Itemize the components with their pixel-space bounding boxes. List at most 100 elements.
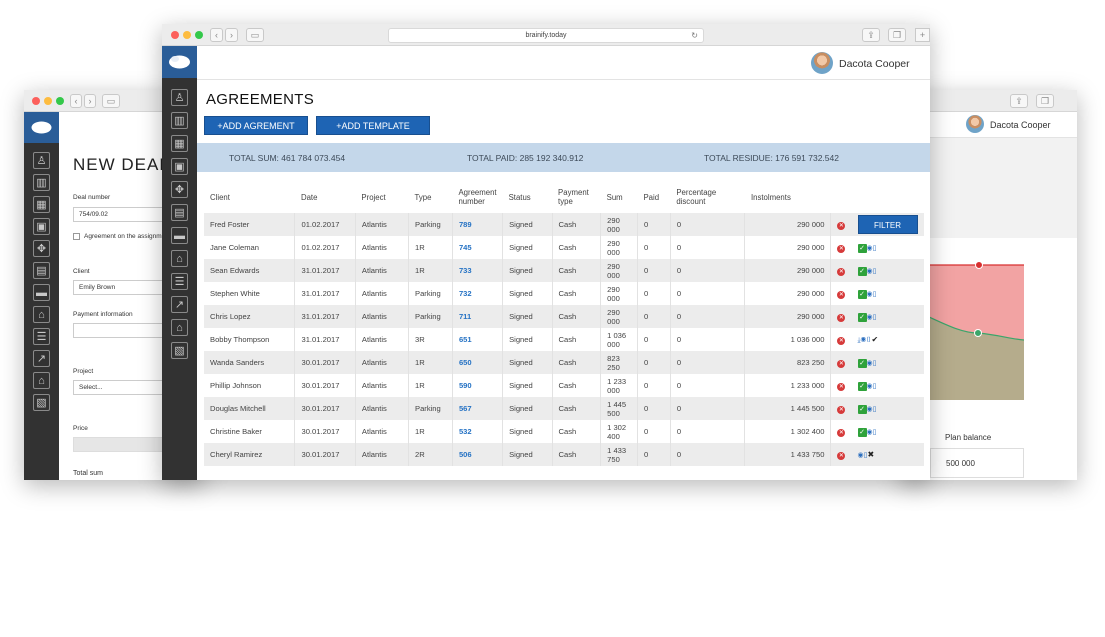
delete-icon[interactable]: ✕ <box>837 267 846 276</box>
col-agreement-number[interactable]: Agreement number <box>452 181 503 213</box>
table-row[interactable]: Christine Baker 30.01.2017 Atlantis 1R 532 Si… <box>204 420 924 443</box>
trash-icon[interactable]: ▯ <box>872 244 877 252</box>
agreement-checkbox[interactable] <box>73 233 80 240</box>
document-icon[interactable]: ▤ <box>171 204 188 221</box>
card-icon[interactable]: ▬ <box>33 284 50 301</box>
close-icon[interactable]: ✖ <box>867 450 875 459</box>
trash-icon[interactable]: ▯ <box>872 359 877 367</box>
house-icon[interactable]: ⌂ <box>171 319 188 336</box>
delete-icon[interactable]: ✕ <box>837 313 846 322</box>
delete-icon[interactable]: ✕ <box>837 359 846 368</box>
minimize-window-icon[interactable] <box>44 97 52 105</box>
table-row[interactable]: Stephen White 31.01.2017 Atlantis Parking 73… <box>204 282 924 305</box>
user-icon[interactable]: ♙ <box>171 89 188 106</box>
agreement-number-link[interactable]: 590 <box>458 381 472 390</box>
brainify-logo-icon[interactable] <box>162 46 197 78</box>
check-icon[interactable]: ✔ <box>871 334 879 344</box>
document-icon[interactable]: ▤ <box>33 262 50 279</box>
delete-icon[interactable]: ✕ <box>837 405 846 414</box>
user-avatar[interactable] <box>811 52 833 74</box>
delete-icon[interactable]: ✕ <box>837 290 846 299</box>
handshake-icon[interactable]: ✥ <box>33 240 50 257</box>
delete-icon[interactable]: ✕ <box>837 221 846 230</box>
share-icon[interactable]: ⇪ <box>1010 94 1028 108</box>
col-payment-type[interactable]: Payment type <box>552 181 601 213</box>
close-window-icon[interactable] <box>171 31 179 39</box>
delete-icon[interactable]: ✕ <box>837 451 846 460</box>
eye-icon[interactable]: ◉ <box>866 290 873 298</box>
col-type[interactable]: Type <box>408 181 453 213</box>
table-row[interactable]: Jane Coleman 01.02.2017 Atlantis 1R 745 Signe… <box>204 236 924 259</box>
trash-icon[interactable]: ▯ <box>872 290 877 298</box>
add-template-button[interactable]: +ADD TEMPLATE <box>316 116 430 135</box>
table-row[interactable]: Douglas Mitchell 30.01.2017 Atlantis Parkin… <box>204 397 924 420</box>
chart-icon[interactable]: ↗ <box>33 350 50 367</box>
col-paid[interactable]: Paid <box>637 181 671 213</box>
agreement-number-link[interactable]: 650 <box>458 358 472 367</box>
agreement-number-link[interactable]: 506 <box>458 450 472 459</box>
report-icon[interactable]: ▧ <box>33 394 50 411</box>
trash-icon[interactable]: ▯ <box>863 452 868 459</box>
col-sum[interactable]: Sum <box>600 181 638 213</box>
agreement-number-link[interactable]: 711 <box>458 312 472 321</box>
brainify-logo-icon[interactable] <box>24 112 59 143</box>
delete-icon[interactable]: ✕ <box>837 428 846 437</box>
maximize-window-icon[interactable] <box>195 31 203 39</box>
approve-icon[interactable]: ✓ <box>857 243 867 253</box>
lock-icon[interactable]: ▣ <box>33 218 50 235</box>
forward-icon[interactable]: › <box>84 94 96 108</box>
approve-icon[interactable]: ✓ <box>857 358 867 368</box>
bank-icon[interactable]: ⌂ <box>171 250 188 267</box>
agreement-number-link[interactable]: 732 <box>458 289 472 298</box>
table-row[interactable]: Bobby Thompson 31.01.2017 Atlantis 3R 651 Sig… <box>204 328 924 351</box>
col-client[interactable]: Client <box>204 181 295 213</box>
col-installments[interactable]: Instolments <box>744 181 831 213</box>
eye-icon[interactable]: ◉ <box>866 244 873 252</box>
eye-icon[interactable]: ◉ <box>857 452 864 459</box>
table-row[interactable]: Sean Edwards 31.01.2017 Atlantis 1R 733 Signe… <box>204 259 924 282</box>
table-row[interactable]: Wanda Sanders 30.01.2017 Atlantis 1R 650 Sign… <box>204 351 924 374</box>
user-icon[interactable]: ♙ <box>33 152 50 169</box>
minimize-window-icon[interactable] <box>183 31 191 39</box>
table-row[interactable]: Fred Foster 01.02.2017 Atlantis Parking 789 S… <box>204 213 924 236</box>
building-icon[interactable]: ▥ <box>33 174 50 191</box>
eye-icon[interactable]: ◉ <box>866 359 873 367</box>
buildings-icon[interactable]: ▦ <box>171 135 188 152</box>
eye-icon[interactable]: ◉ <box>866 382 873 390</box>
eye-icon[interactable]: ◉ <box>866 267 873 275</box>
house-icon[interactable]: ⌂ <box>33 372 50 389</box>
handshake-icon[interactable]: ✥ <box>171 181 188 198</box>
trash-icon[interactable]: ▯ <box>866 336 872 344</box>
sidebar-toggle-icon[interactable]: ▭ <box>102 94 120 108</box>
chart-icon[interactable]: ↗ <box>171 296 188 313</box>
report-icon[interactable]: ▧ <box>171 342 188 359</box>
tabs-icon[interactable]: ❐ <box>1036 94 1054 108</box>
approve-icon[interactable]: ✓ <box>857 381 867 391</box>
card-icon[interactable]: ▬ <box>171 227 188 244</box>
approve-icon[interactable]: ✓ <box>857 404 867 414</box>
buildings-icon[interactable]: ▦ <box>33 196 50 213</box>
table-row[interactable]: Chris Lopez 31.01.2017 Atlantis Parking 711 S… <box>204 305 924 328</box>
approve-icon[interactable]: ✓ <box>857 427 867 437</box>
col-date[interactable]: Date <box>294 181 356 213</box>
delete-icon[interactable]: ✕ <box>837 336 846 345</box>
col-percentage-discount[interactable]: Percentage discount <box>670 181 745 213</box>
agreement-number-link[interactable]: 532 <box>458 427 472 436</box>
reload-icon[interactable]: ↻ <box>691 31 698 40</box>
sidebar-toggle-icon[interactable]: ▭ <box>246 28 264 42</box>
agreement-number-link[interactable]: 745 <box>458 243 472 252</box>
new-tab-icon[interactable]: + <box>915 28 930 42</box>
delete-icon[interactable]: ✕ <box>837 382 846 391</box>
back-icon[interactable]: ‹ <box>70 94 82 108</box>
eye-icon[interactable]: ◉ <box>866 405 873 413</box>
download-icon[interactable]: ⤓ <box>857 336 861 344</box>
tabs-icon[interactable]: ❐ <box>888 28 906 42</box>
user-avatar[interactable] <box>966 115 984 133</box>
table-row[interactable]: Phillip Johnson 30.01.2017 Atlantis 1R 590 Si… <box>204 374 924 397</box>
col-project[interactable]: Project <box>355 181 409 213</box>
list-icon[interactable]: ☰ <box>33 328 50 345</box>
trash-icon[interactable]: ▯ <box>872 267 877 275</box>
maximize-window-icon[interactable] <box>56 97 64 105</box>
trash-icon[interactable]: ▯ <box>872 428 877 436</box>
agreement-number-link[interactable]: 567 <box>458 404 472 413</box>
